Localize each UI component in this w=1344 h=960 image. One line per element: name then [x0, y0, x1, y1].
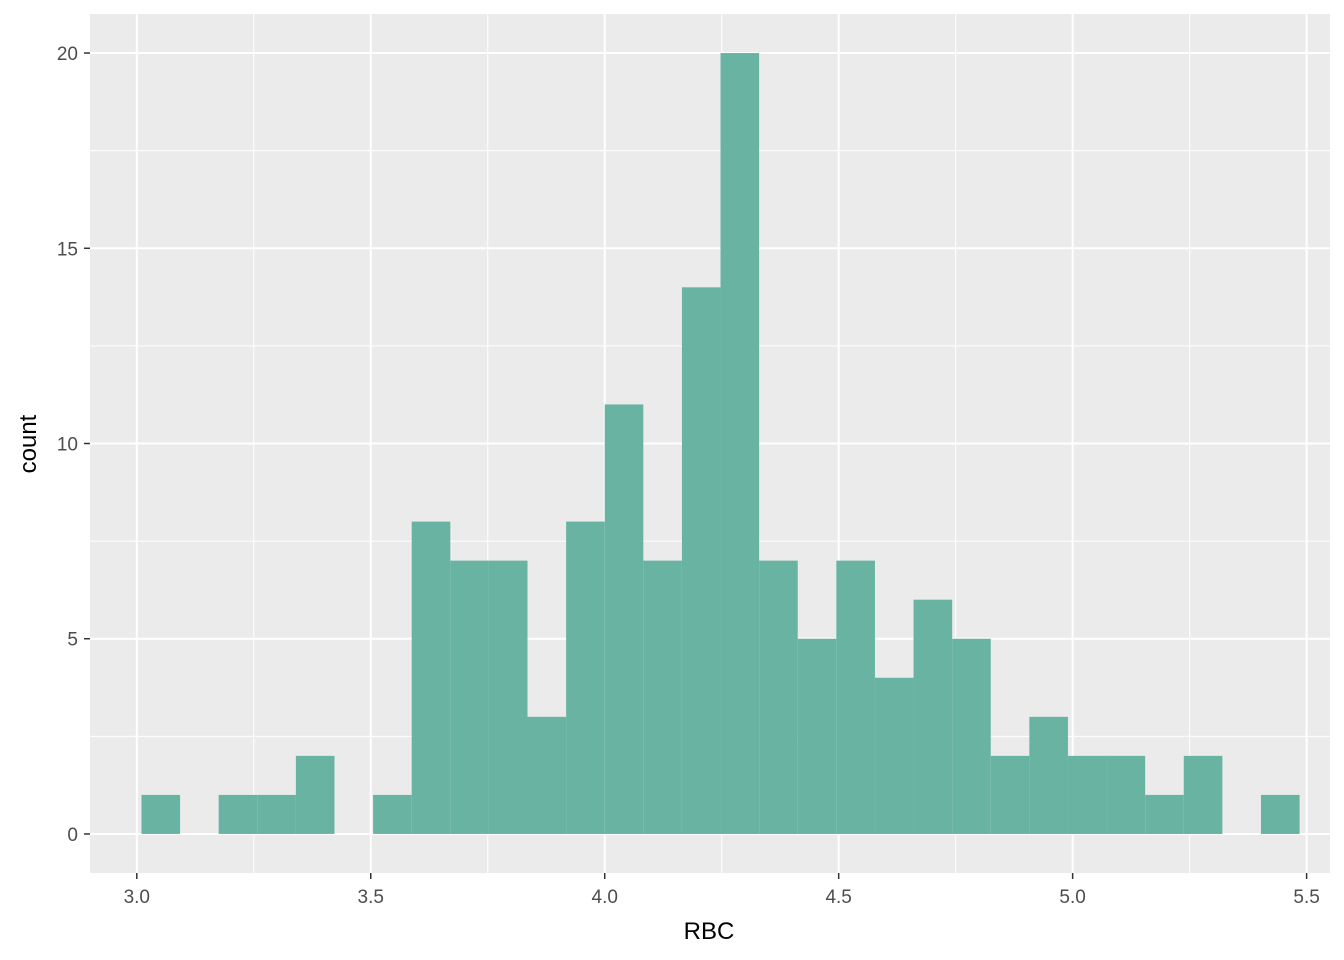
x-tick-label: 3.0: [124, 887, 150, 908]
histogram-bar: [373, 794, 412, 834]
histogram-bar: [527, 716, 567, 834]
histogram-bar: [566, 521, 605, 834]
y-tick-label: 20: [57, 44, 78, 65]
histogram-bar: [604, 404, 644, 834]
histogram-bar: [836, 560, 875, 834]
histogram-bar: [450, 560, 489, 834]
histogram-bar: [411, 521, 451, 834]
histogram-bar: [141, 794, 181, 834]
x-tick-label: 4.5: [825, 887, 851, 908]
x-axis-title: RBC: [684, 918, 735, 945]
histogram-bar: [720, 53, 760, 834]
y-axis: 0 5 10 15 20: [57, 44, 90, 846]
histogram-bar: [874, 677, 914, 834]
y-axis-title: count: [15, 414, 42, 473]
x-tick-label: 5.0: [1059, 887, 1085, 908]
histogram-bar: [990, 755, 1030, 834]
y-tick-label: 5: [67, 630, 78, 651]
histogram-bar: [257, 794, 296, 834]
histogram-bar: [1067, 755, 1107, 834]
x-tick-label: 5.5: [1293, 887, 1319, 908]
histogram-bar: [1106, 755, 1146, 834]
y-tick-label: 10: [57, 435, 78, 456]
x-axis: 3.0 3.5 4.0 4.5 5.0 5.5: [124, 873, 1320, 908]
y-tick-label: 0: [67, 825, 78, 846]
x-tick-label: 3.5: [358, 887, 384, 908]
histogram-bar: [952, 638, 991, 834]
histogram-bar: [759, 560, 798, 834]
histogram-bar: [643, 560, 682, 834]
histogram-bar: [797, 638, 837, 834]
histogram-bar: [1029, 716, 1068, 834]
histogram-bar: [488, 560, 528, 834]
histogram-bar: [681, 287, 721, 834]
histogram-bar: [913, 599, 953, 834]
histogram-bar: [295, 755, 335, 834]
histogram-bar: [1183, 755, 1223, 834]
histogram-bar: [218, 794, 258, 834]
y-tick-label: 15: [57, 239, 78, 260]
histogram-bar: [1260, 794, 1300, 834]
histogram-bar: [1145, 794, 1184, 834]
x-tick-label: 4.0: [592, 887, 618, 908]
histogram-bars: [141, 53, 1300, 834]
